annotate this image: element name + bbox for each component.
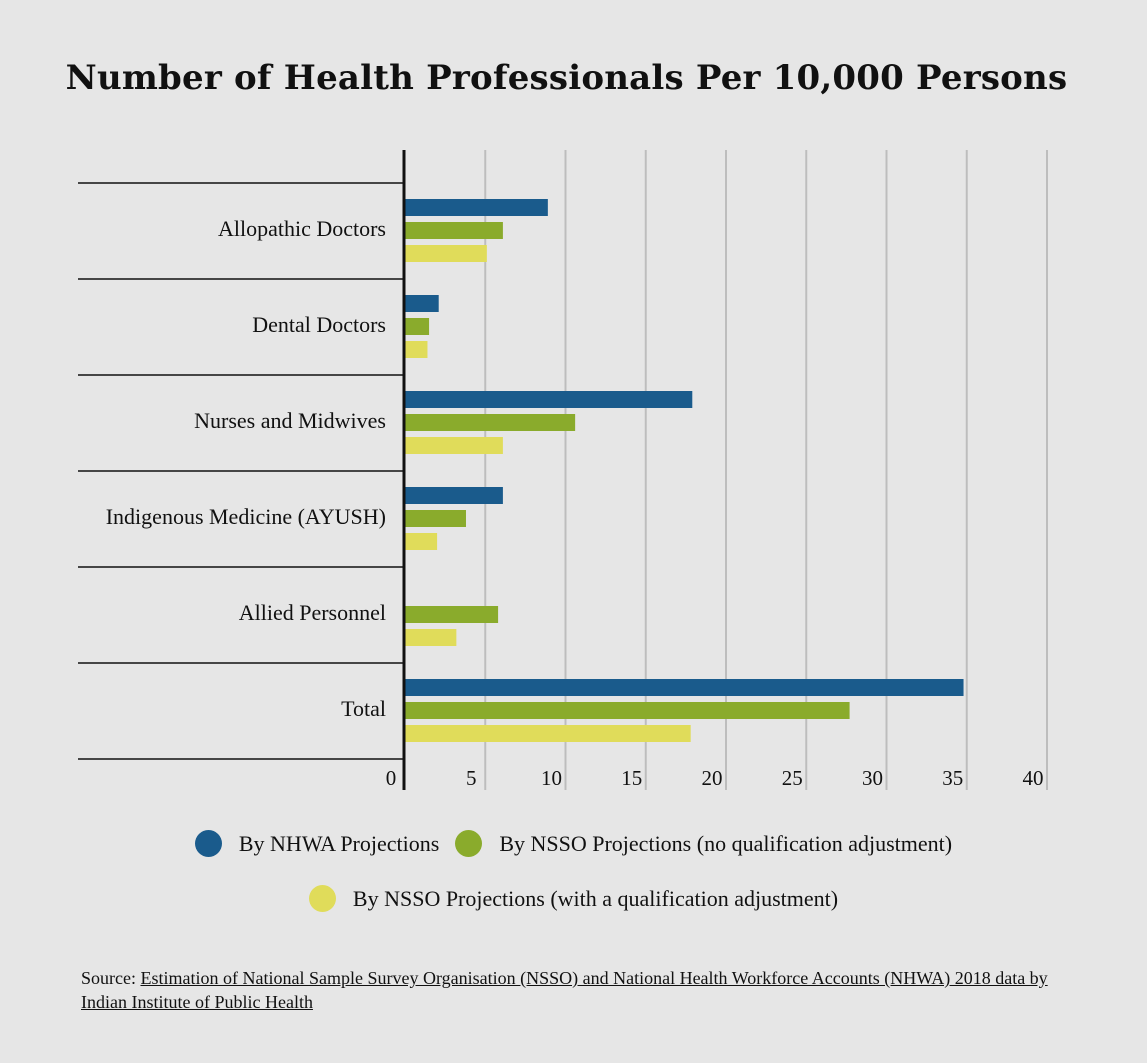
- category-label-dental-doctors: Dental Doctors: [252, 312, 386, 337]
- chart-title: Number of Health Professionals Per 10,00…: [65, 58, 1068, 98]
- category-separators: [78, 182, 405, 760]
- bar-allied-personnel-by-nsso-projections-with-a-qualification-adjustment: [405, 629, 457, 646]
- x-tick-15: 15: [621, 766, 642, 790]
- bar-allopathic-doctors-by-nsso-projections-with-a-qualification-adjustment: [405, 245, 487, 262]
- x-tick-0: 0: [386, 766, 397, 790]
- legend-swatch-nhwa: [194, 830, 222, 857]
- category-label-allopathic-doctors: Allopathic Doctors: [218, 216, 386, 241]
- legend-row-2: By NSSO Projections (with a qualificatio…: [0, 885, 1147, 912]
- x-tick-30: 30: [862, 766, 883, 790]
- bar-total-by-nsso-projections-with-a-qualification-adjustment: [405, 725, 691, 742]
- x-tick-25: 25: [782, 766, 803, 790]
- bar-dental-doctors-by-nsso-projections-with-a-qualification-adjustment: [405, 341, 428, 358]
- category-label-allied-personnel: Allied Personnel: [239, 600, 386, 625]
- legend-label-nsso-with-adjustment: By NSSO Projections (with a qualificatio…: [352, 885, 839, 911]
- bar-nurses-and-midwives-by-nsso-projections-with-a-qualification-adjustment: [405, 437, 503, 454]
- bars: [405, 199, 964, 742]
- legend-label-nhwa: By NHWA Projections: [238, 830, 440, 856]
- bar-dental-doctors-by-nsso-projections-no-qualification-adjustment: [405, 318, 430, 335]
- x-tick-5: 5: [466, 766, 477, 790]
- x-tick-40: 40: [1023, 766, 1044, 790]
- legend-item-nsso-with-adjustment: By NSSO Projections (with a qualificatio…: [308, 885, 839, 912]
- legend-label-nsso-no-adjustment: By NSSO Projections (no qualification ad…: [499, 830, 953, 856]
- legend-row-1: By NHWA Projections By NSSO Projections …: [0, 830, 1147, 857]
- source-prefix: Source:: [81, 968, 141, 988]
- x-tick-35: 35: [942, 766, 963, 790]
- category-labels: Allopathic Doctors Dental Doctors Nurses a…: [106, 216, 386, 721]
- bar-dental-doctors-by-nhwa-projections: [405, 295, 439, 312]
- bar-nurses-and-midwives-by-nsso-projections-no-qualification-adjustment: [405, 414, 576, 431]
- x-tick-labels: 0 5 10 15 20 25 30 35 40: [386, 766, 1044, 790]
- x-tick-10: 10: [541, 766, 562, 790]
- legend-swatch-nsso-with-adjustment: [308, 885, 336, 912]
- category-label-indigenous-medicine-ayush: Indigenous Medicine (AYUSH): [106, 504, 386, 529]
- x-tick-20: 20: [702, 766, 723, 790]
- legend-item-nsso-no-adjustment: By NSSO Projections (no qualification ad…: [455, 830, 952, 857]
- bar-indigenous-medicine-ayush-by-nhwa-projections: [405, 487, 503, 504]
- bar-allied-personnel-by-nsso-projections-no-qualification-adjustment: [405, 606, 499, 623]
- source-link[interactable]: Estimation of National Sample Survey Org…: [81, 968, 1048, 1012]
- bar-indigenous-medicine-ayush-by-nsso-projections-no-qualification-adjustment: [405, 510, 466, 527]
- category-label-total: Total: [341, 696, 386, 721]
- bar-indigenous-medicine-ayush-by-nsso-projections-with-a-qualification-adjustment: [405, 533, 438, 550]
- bar-total-by-nsso-projections-no-qualification-adjustment: [405, 702, 850, 719]
- bar-allopathic-doctors-by-nhwa-projections: [405, 199, 548, 216]
- bar-total-by-nhwa-projections: [405, 679, 964, 696]
- bar-nurses-and-midwives-by-nhwa-projections: [405, 391, 693, 408]
- category-label-nurses-and-midwives: Nurses and Midwives: [194, 408, 386, 433]
- source-note: Source: Estimation of National Sample Su…: [81, 966, 1061, 1014]
- bar-chart: Allopathic Doctors Dental Doctors Nurses a…: [78, 150, 1048, 790]
- legend-item-nhwa: By NHWA Projections: [194, 830, 440, 857]
- legend-swatch-nsso-no-adjustment: [455, 830, 483, 857]
- bar-allopathic-doctors-by-nsso-projections-no-qualification-adjustment: [405, 222, 503, 239]
